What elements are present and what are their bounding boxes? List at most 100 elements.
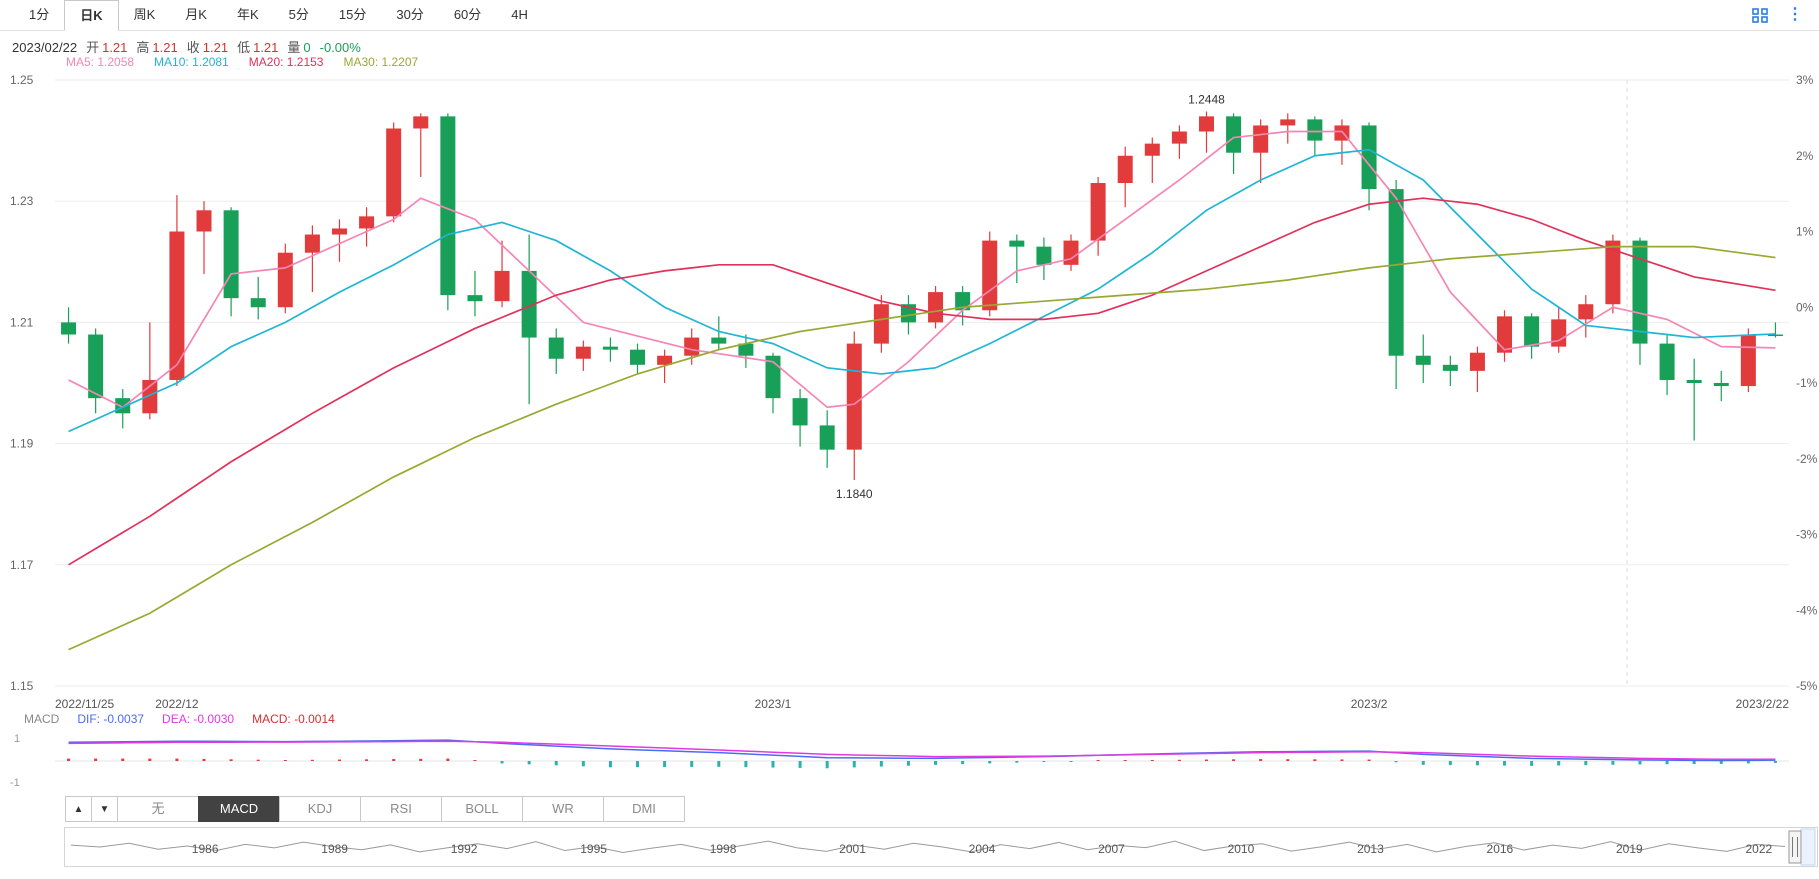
y-axis-right-label: 1% <box>1796 225 1814 239</box>
y-axis-left-label: 1.23 <box>10 194 34 208</box>
y-axis-left-label: 1.19 <box>10 437 34 451</box>
ma-legend: MA5: 1.2058 MA10: 1.2081 MA20: 1.2153 MA30:… <box>66 55 418 69</box>
indicator-tab-RSI[interactable]: RSI <box>360 796 442 822</box>
info-field-value: 1.21 <box>102 40 128 55</box>
indicator-tab-KDJ[interactable]: KDJ <box>279 796 361 822</box>
navigator-selected-window <box>1800 828 1816 866</box>
info-field-label: 量 <box>287 40 301 55</box>
macd-legend-items: DIF: -0.0037 DEA: -0.0030 MACD: -0.0014 <box>77 712 334 726</box>
period-tab-15分[interactable]: 15分 <box>338 7 367 22</box>
macd-indicator-chart[interactable]: 1 -1 <box>0 730 1819 792</box>
navigator-year-label: 2013 <box>1357 842 1384 856</box>
info-field-value: 0 <box>303 40 311 55</box>
navigator-year-label: 1989 <box>321 842 348 856</box>
y-axis-right-label: -4% <box>1796 603 1818 617</box>
indicator-tab-BOLL[interactable]: BOLL <box>441 796 523 822</box>
period-tab-月K[interactable]: 月K <box>185 7 207 22</box>
x-axis-label: 2023/2 <box>1351 697 1388 711</box>
ma-legend-ma30: MA30: 1.2207 <box>343 55 419 69</box>
low-annotation: 1.1840 <box>836 487 873 501</box>
y-axis-left-label: 1.25 <box>10 73 34 87</box>
indicator-tab-DMI[interactable]: DMI <box>603 796 685 822</box>
ma20-line <box>68 197 1776 566</box>
navigator-chart[interactable]: 1986 1989 1992 1995 1998 2001 2004 2007 2010 2013… <box>65 828 1817 866</box>
navigator-handle[interactable] <box>1788 830 1802 864</box>
navigator-year-label: 1998 <box>710 842 737 856</box>
navigator-year-label: 2001 <box>839 842 866 856</box>
navigator-year-label: 1992 <box>451 842 478 856</box>
period-tab-30分[interactable]: 30分 <box>396 7 424 22</box>
quote-date: 2023/02/22 <box>12 40 78 55</box>
navigator-year-label: 2010 <box>1228 842 1255 856</box>
indicator-tab-MACD[interactable]: MACD <box>198 796 280 822</box>
macd-legend-dif: DIF: -0.0037 <box>77 712 145 726</box>
navigator-year-label: 2016 <box>1487 842 1514 856</box>
high-annotation: 1.2448 <box>1188 93 1225 107</box>
period-tabbar: 1分 日K 周K 月K 年K 5分 15分 30分 60分 4H ⋮ <box>0 0 1819 31</box>
macd-legend-dea: DEA: -0.0030 <box>162 712 235 726</box>
timeline-navigator[interactable]: 1986 1989 1992 1995 1998 2001 2004 2007 2010 2013… <box>64 827 1818 867</box>
ma10-line <box>68 148 1776 433</box>
ohlc-info-bar: 2023/02/22 开 1.21 高 1.21 收 1.21 低 1.21 量 0 -0.00% <box>12 37 361 56</box>
tabbar-icons: ⋮ <box>1752 0 1819 30</box>
period-tab-1分[interactable]: 1分 <box>29 7 50 22</box>
more-options-icon[interactable]: ⋮ <box>1787 6 1803 23</box>
change-percent: -0.00% <box>319 40 361 55</box>
period-tab-年K[interactable]: 年K <box>236 7 259 22</box>
info-field-label: 低 <box>237 40 251 55</box>
indicator-tab-WR[interactable]: WR <box>522 796 604 822</box>
panel-expand-button[interactable]: ▲ <box>65 796 92 822</box>
period-tabs: 1分 日K 周K 月K 年K 5分 15分 30分 60分 4H <box>0 0 543 31</box>
dea-line <box>68 740 1776 760</box>
x-axis-label: 2023/2/22 <box>1736 697 1790 711</box>
info-field-value: 1.21 <box>152 40 178 55</box>
info-field-label: 收 <box>186 40 200 55</box>
info-field-高: 高 1.21 <box>136 37 177 56</box>
ohlc-fields: 开 1.21 高 1.21 收 1.21 低 1.21 量 0 <box>86 37 311 56</box>
navigator-year-label: 1986 <box>192 842 219 856</box>
y-axis-left-label: 1.15 <box>10 679 34 693</box>
ma5-line <box>68 130 1776 409</box>
period-tab-5分[interactable]: 5分 <box>288 7 309 22</box>
info-field-label: 开 <box>86 40 100 55</box>
navigator-year-label: 2007 <box>1098 842 1125 856</box>
info-field-收: 收 1.21 <box>187 37 228 56</box>
x-axis-label: 2023/1 <box>755 697 792 711</box>
y-axis-right-label: -1% <box>1796 376 1818 390</box>
indicator-tabs: 无 MACD KDJ RSI BOLL WR DMI <box>117 796 685 822</box>
period-tab-日K[interactable]: 日K <box>64 0 119 31</box>
y-axis-right-label: -5% <box>1796 679 1818 693</box>
info-field-value: 1.21 <box>253 40 279 55</box>
y-axis-right-label: -3% <box>1796 528 1818 542</box>
macd-legend: MACD DIF: -0.0037 DEA: -0.0030 MACD: -0.00… <box>24 712 335 726</box>
main-candlestick-chart[interactable]: 1.25 1.23 1.21 1.19 1.17 1.15 3% 2% 1% 0% -1% -2% -3… <box>0 68 1819 716</box>
ma-legend-ma20: MA20: 1.2153 <box>248 55 324 69</box>
y-axis-left-label: 1.21 <box>10 315 34 329</box>
macd-axis-label: -1 <box>10 777 20 789</box>
x-axis-label: 2022/12 <box>155 697 199 711</box>
navigator-year-label: 2022 <box>1745 842 1772 856</box>
navigator-line <box>70 840 1786 853</box>
ma-legend-ma5: MA5: 1.2058 <box>66 55 135 69</box>
period-tab-60分[interactable]: 60分 <box>453 7 482 22</box>
grid-layer <box>55 79 1789 687</box>
info-field-value: 1.21 <box>202 40 229 55</box>
macd-panel-title: MACD <box>24 712 60 726</box>
period-tab-4H[interactable]: 4H <box>511 7 528 22</box>
y-axis-right-label: 0% <box>1796 300 1814 314</box>
dif-line <box>68 739 1776 762</box>
chart-settings-icon[interactable] <box>1752 7 1769 24</box>
y-axis-right-label: 3% <box>1796 73 1814 87</box>
y-axis-right-label: 2% <box>1796 149 1814 163</box>
navigator-year-label: 2004 <box>969 842 996 856</box>
navigator-year-label: 2019 <box>1616 842 1643 856</box>
period-tab-周K[interactable]: 周K <box>133 7 156 22</box>
indicator-tab-无[interactable]: 无 <box>117 796 199 822</box>
macd-histogram <box>67 758 1777 769</box>
ma30-line <box>68 245 1776 651</box>
info-field-低: 低 1.21 <box>237 37 278 56</box>
panel-collapse-button[interactable]: ▼ <box>91 796 118 822</box>
info-field-label: 高 <box>136 40 150 55</box>
